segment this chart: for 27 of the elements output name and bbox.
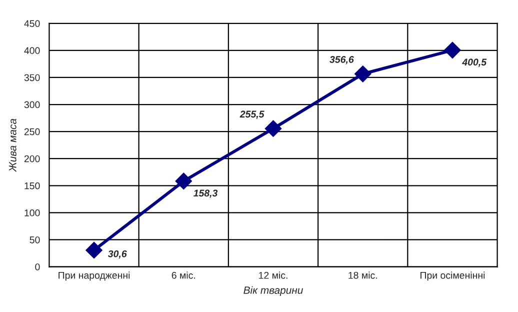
- y-tick-label: 250: [24, 128, 40, 136]
- text: 30,6: [108, 250, 127, 259]
- y-tick-label: 200: [24, 155, 40, 162]
- point: [354, 66, 372, 82]
- x-tick-label: При осіменінні: [420, 272, 485, 281]
- point: [444, 42, 461, 59]
- text: 400,5: [462, 58, 487, 67]
- x-axis-title: Вік тварини: [244, 286, 303, 296]
- text: 158,3: [194, 190, 218, 198]
- x-tick-label: 6 міс.: [172, 272, 195, 279]
- text: 255,5: [240, 110, 264, 119]
- point: [175, 172, 192, 190]
- x-tick-label: 12 міс.: [259, 272, 288, 279]
- point: [264, 120, 282, 137]
- x-tick-label: 18 міс.: [348, 272, 377, 279]
- text: 356,6: [330, 56, 354, 64]
- y-tick-label: 100: [24, 209, 40, 216]
- x-tick-label: При народженні: [58, 272, 130, 281]
- y-tick-label: 50: [30, 236, 40, 244]
- point: [86, 242, 102, 259]
- y-tick-label: 350: [24, 74, 40, 82]
- y-tick-label: 0: [35, 263, 40, 270]
- y-tick-label: 400: [24, 47, 40, 54]
- y-tick-label: 150: [24, 182, 40, 190]
- y-tick-label: 450: [24, 20, 40, 28]
- y-tick-label: 300: [24, 101, 40, 108]
- y-axis-title: Жива маса: [9, 118, 16, 172]
